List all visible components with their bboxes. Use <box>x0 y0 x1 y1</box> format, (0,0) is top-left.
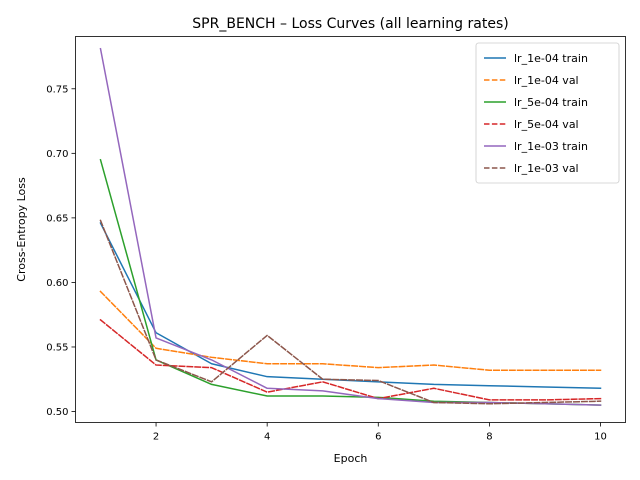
series-line-lr-1e-03-train <box>99 47 602 406</box>
legend-box <box>475 42 620 184</box>
series-lines <box>99 47 602 406</box>
series-line-lr-1e-03-val <box>99 219 602 405</box>
x-tick-label: 6 <box>375 432 381 443</box>
legend-label: lr_1e-03 val <box>514 162 579 175</box>
y-tick-label: 0.50 <box>46 407 68 418</box>
chart-title: SPR_BENCH – Loss Curves (all learning ra… <box>192 16 508 32</box>
y-axis-label: Cross-Entropy Loss <box>15 177 28 282</box>
x-tick-label: 4 <box>264 432 270 443</box>
y-tick-label: 0.70 <box>46 149 68 160</box>
legend: lr_1e-04 train lr_1e-04 val lr_5e-04 train… <box>475 42 620 184</box>
x-axis-ticks: 2 4 6 8 10 <box>153 422 607 443</box>
legend-label: lr_1e-04 train <box>514 52 588 65</box>
y-tick-label: 0.55 <box>46 342 68 353</box>
y-tick-label: 0.60 <box>46 278 68 289</box>
x-tick-label: 8 <box>486 432 492 443</box>
x-tick-label: 2 <box>153 432 159 443</box>
y-axis-ticks: 0.50 0.55 0.60 0.65 0.70 0.75 <box>46 84 76 418</box>
x-axis-label: Epoch <box>334 452 368 465</box>
legend-label: lr_1e-04 val <box>514 74 579 87</box>
y-tick-label: 0.65 <box>46 213 68 224</box>
legend-label: lr_1e-03 train <box>514 140 588 153</box>
x-tick-label: 10 <box>594 432 607 443</box>
series-line-lr-5e-04-val <box>99 318 602 401</box>
y-tick-label: 0.75 <box>46 84 68 95</box>
series-line-lr-1e-04-train <box>99 222 602 390</box>
legend-label: lr_5e-04 train <box>514 96 588 109</box>
legend-label: lr_5e-04 val <box>514 118 579 131</box>
plot-frame <box>75 36 626 423</box>
series-line-lr-1e-04-val <box>99 290 602 371</box>
